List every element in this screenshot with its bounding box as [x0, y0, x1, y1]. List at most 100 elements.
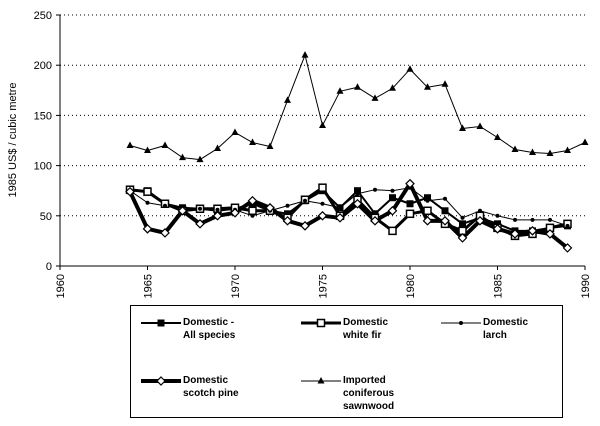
marker: [125, 186, 135, 197]
marker: [492, 224, 503, 234]
x-tick-label: 1980: [405, 274, 417, 298]
marker: [317, 377, 325, 384]
marker: [163, 203, 167, 208]
series-line: [129, 54, 586, 161]
marker: [422, 215, 433, 226]
marker: [142, 224, 153, 234]
marker: [144, 146, 151, 154]
marker: [338, 205, 342, 210]
marker: [214, 144, 221, 152]
legend-item: Domestic - All species: [139, 316, 245, 342]
marker: [354, 83, 361, 90]
marker: [478, 208, 482, 213]
marker: [406, 200, 414, 208]
chart: 1985 US$ / cubic metre 0 50 100 150 200 250 19…: [7, 10, 592, 298]
marker: [406, 65, 414, 72]
legend-item: Imported coniferous sawnwood: [299, 374, 405, 413]
marker: [529, 148, 536, 156]
marker: [548, 217, 552, 222]
x-tick-label: 1970: [230, 274, 242, 298]
x-tick-label: 1965: [143, 274, 155, 298]
marker: [510, 229, 520, 239]
marker: [495, 213, 500, 218]
marker: [177, 205, 188, 216]
x-tick-label: 1960: [55, 274, 67, 298]
legend-label: Domestic - All species: [183, 317, 236, 341]
legend-swatch: [141, 319, 181, 327]
marker: [527, 226, 538, 236]
marker: [424, 194, 431, 202]
marker: [179, 153, 186, 161]
marker: [318, 183, 327, 192]
marker: [195, 218, 205, 229]
marker: [316, 318, 326, 328]
marker: [443, 196, 447, 201]
legend-item: Domestic larch: [439, 316, 545, 342]
marker: [248, 206, 257, 216]
legend-item: Domestic scotch pine: [139, 374, 245, 400]
marker: [303, 198, 307, 203]
marker: [545, 229, 555, 239]
marker: [126, 141, 134, 149]
marker: [319, 121, 326, 128]
marker: [530, 217, 535, 222]
marker: [387, 205, 398, 216]
legend-label: Imported coniferous sawnwood: [343, 375, 395, 412]
marker: [564, 146, 571, 154]
marker: [562, 243, 573, 253]
marker: [389, 194, 396, 202]
marker: [459, 124, 466, 131]
marker: [249, 138, 256, 146]
marker: [160, 228, 170, 238]
marker: [317, 210, 328, 221]
marker: [476, 122, 484, 129]
marker: [161, 141, 169, 149]
marker: [425, 198, 430, 203]
marker: [198, 206, 202, 211]
marker: [389, 84, 396, 91]
legend-swatch: [441, 321, 481, 325]
x-tick-label: 1990: [580, 274, 592, 298]
marker: [212, 210, 223, 221]
marker: [581, 138, 589, 146]
marker: [157, 319, 165, 327]
marker: [301, 51, 309, 58]
marker: [352, 198, 363, 209]
marker: [370, 215, 380, 226]
marker: [441, 80, 449, 87]
marker: [424, 83, 431, 90]
marker: [285, 203, 290, 208]
legend-swatch: [141, 376, 181, 386]
marker: [440, 215, 450, 226]
marker: [355, 191, 360, 196]
y-tick-label: 250: [34, 10, 52, 22]
marker: [513, 217, 517, 222]
marker: [494, 133, 501, 140]
marker: [459, 220, 466, 228]
marker: [388, 226, 397, 236]
marker: [335, 212, 345, 223]
marker: [546, 149, 554, 157]
marker: [300, 220, 310, 231]
legend-item: Domestic white fir: [299, 316, 405, 342]
y-tick-label: 150: [34, 110, 52, 122]
marker: [231, 128, 239, 135]
legend: Domestic - All species Domestic white fir…: [130, 305, 563, 418]
marker: [282, 215, 293, 226]
marker: [266, 142, 274, 150]
marker: [284, 96, 291, 103]
marker: [250, 213, 255, 218]
marker: [247, 195, 258, 206]
marker: [390, 188, 395, 193]
legend-label: Domestic white fir: [343, 317, 389, 341]
marker: [511, 145, 519, 153]
marker: [230, 207, 240, 218]
legend-label: Domestic scotch pine: [183, 375, 239, 399]
marker: [460, 215, 465, 220]
marker: [215, 207, 220, 212]
marker: [336, 87, 344, 94]
marker: [143, 187, 152, 196]
legend-swatch: [301, 377, 341, 384]
marker: [441, 207, 449, 215]
y-axis-label: 1985 US$ / cubic metre: [7, 83, 19, 198]
